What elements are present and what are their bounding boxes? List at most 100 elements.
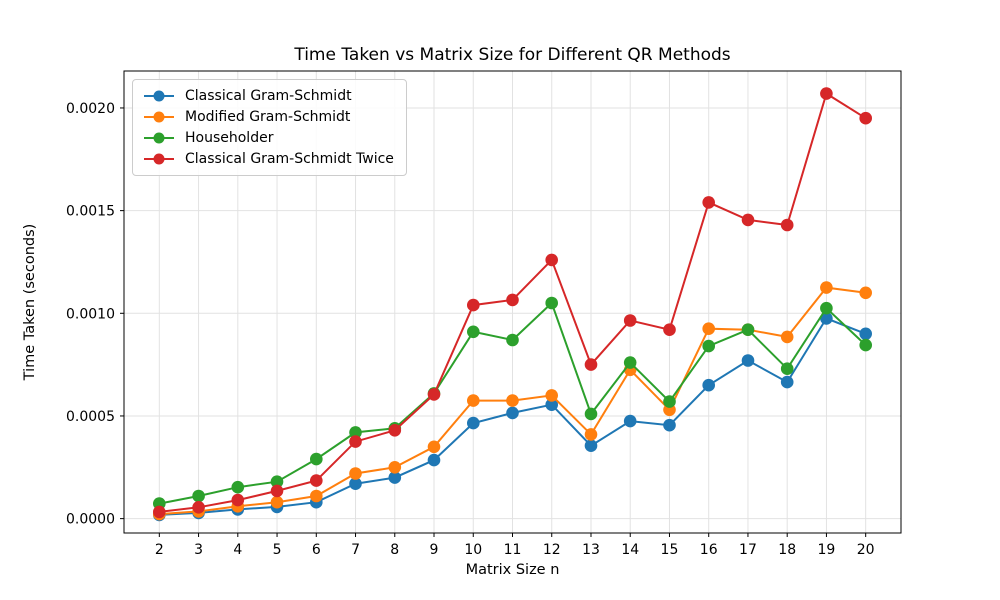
data-point[interactable] <box>192 501 205 514</box>
data-point[interactable] <box>663 418 676 432</box>
data-point[interactable] <box>780 330 794 344</box>
x-tick-label: 14 <box>621 542 639 558</box>
data-point[interactable] <box>467 325 480 339</box>
legend-item: Classical Gram-Schmidt <box>143 87 394 105</box>
x-tick-label: 20 <box>857 542 875 558</box>
legend-label: Householder <box>185 130 274 146</box>
data-point[interactable] <box>702 378 715 392</box>
data-point[interactable] <box>270 495 284 509</box>
data-point[interactable] <box>545 398 558 412</box>
data-point[interactable] <box>820 87 833 100</box>
data-point[interactable] <box>623 356 637 369</box>
data-point[interactable] <box>623 414 637 428</box>
legend-line-marker-icon <box>144 111 174 123</box>
data-point[interactable] <box>741 354 755 367</box>
data-point[interactable] <box>192 489 205 503</box>
chart-title: Time Taken vs Matrix Size for Different … <box>294 45 731 65</box>
data-point[interactable] <box>388 424 402 437</box>
data-point[interactable] <box>663 323 676 337</box>
legend-item: Modified Gram-Schmidt <box>143 108 394 126</box>
x-tick-label: 3 <box>194 542 203 558</box>
data-point[interactable] <box>545 389 558 402</box>
data-point[interactable] <box>741 213 755 227</box>
legend: Classical Gram-Schmidt Modified Gram-Schm… <box>132 79 407 176</box>
y-tick-label: 0.0015 <box>66 204 115 220</box>
data-point[interactable] <box>663 395 676 408</box>
y-tick-label: 0.0000 <box>66 512 115 528</box>
data-point[interactable] <box>702 196 715 209</box>
legend-label: Classical Gram-Schmidt <box>185 88 352 104</box>
data-point[interactable] <box>349 435 362 448</box>
data-point[interactable] <box>310 452 323 466</box>
data-point[interactable] <box>310 474 323 487</box>
x-tick-label: 10 <box>464 542 482 558</box>
data-point[interactable] <box>388 471 402 484</box>
legend-item: Householder <box>143 129 394 147</box>
legend-line-marker-icon <box>144 153 174 165</box>
x-tick-label: 13 <box>582 542 600 558</box>
data-point[interactable] <box>388 461 402 474</box>
x-tick-label: 15 <box>661 542 679 558</box>
data-point[interactable] <box>859 286 872 300</box>
data-point[interactable] <box>270 484 284 498</box>
data-point[interactable] <box>506 293 519 307</box>
data-point[interactable] <box>467 394 480 407</box>
data-point[interactable] <box>231 493 245 507</box>
x-tick-label: 6 <box>312 542 321 558</box>
data-point[interactable] <box>780 362 794 376</box>
y-tick-label: 0.0020 <box>66 101 115 117</box>
data-point[interactable] <box>859 338 872 352</box>
x-tick-label: 16 <box>700 542 718 558</box>
data-point[interactable] <box>467 298 480 312</box>
x-tick-label: 5 <box>273 542 282 558</box>
x-tick-label: 7 <box>351 542 360 558</box>
x-tick-label: 2 <box>155 542 164 558</box>
data-point[interactable] <box>427 453 441 467</box>
data-point[interactable] <box>741 323 755 337</box>
x-tick-label: 4 <box>233 542 242 558</box>
data-point[interactable] <box>427 388 441 401</box>
data-point[interactable] <box>231 480 245 494</box>
data-point[interactable] <box>153 505 166 519</box>
data-point[interactable] <box>702 322 715 336</box>
data-point[interactable] <box>427 440 441 454</box>
data-point[interactable] <box>349 477 362 491</box>
data-point[interactable] <box>270 475 284 489</box>
data-point[interactable] <box>467 416 480 430</box>
data-point[interactable] <box>349 467 362 480</box>
data-point[interactable] <box>584 358 598 371</box>
data-point[interactable] <box>545 253 558 267</box>
data-point[interactable] <box>859 111 872 125</box>
x-tick-label: 12 <box>543 542 561 558</box>
data-point[interactable] <box>859 327 872 341</box>
legend-item: Classical Gram-Schmidt Twice <box>143 150 394 168</box>
x-axis-label: Matrix Size n <box>465 562 560 578</box>
data-point[interactable] <box>584 439 598 453</box>
data-point[interactable] <box>310 489 323 503</box>
data-point[interactable] <box>820 312 833 325</box>
y-tick-label: 0.0005 <box>66 409 115 425</box>
data-point[interactable] <box>702 339 715 353</box>
legend-label: Classical Gram-Schmidt Twice <box>185 151 394 167</box>
x-tick-label: 17 <box>739 542 757 558</box>
data-point[interactable] <box>584 428 598 441</box>
legend-label: Modified Gram-Schmidt <box>185 109 351 125</box>
data-point[interactable] <box>820 281 833 294</box>
data-point[interactable] <box>506 394 519 407</box>
data-point[interactable] <box>584 407 598 421</box>
y-tick-label: 0.0010 <box>66 306 115 322</box>
data-point[interactable] <box>349 426 362 439</box>
data-point[interactable] <box>506 406 519 420</box>
data-point[interactable] <box>623 314 637 327</box>
x-tick-label: 19 <box>818 542 836 558</box>
data-point[interactable] <box>820 301 833 315</box>
x-tick-label: 9 <box>430 542 439 558</box>
data-point[interactable] <box>780 375 794 389</box>
x-tick-label: 11 <box>504 542 522 558</box>
data-point[interactable] <box>780 218 794 232</box>
data-point[interactable] <box>545 296 558 310</box>
legend-line-marker-icon <box>144 90 174 102</box>
data-point[interactable] <box>506 333 519 347</box>
